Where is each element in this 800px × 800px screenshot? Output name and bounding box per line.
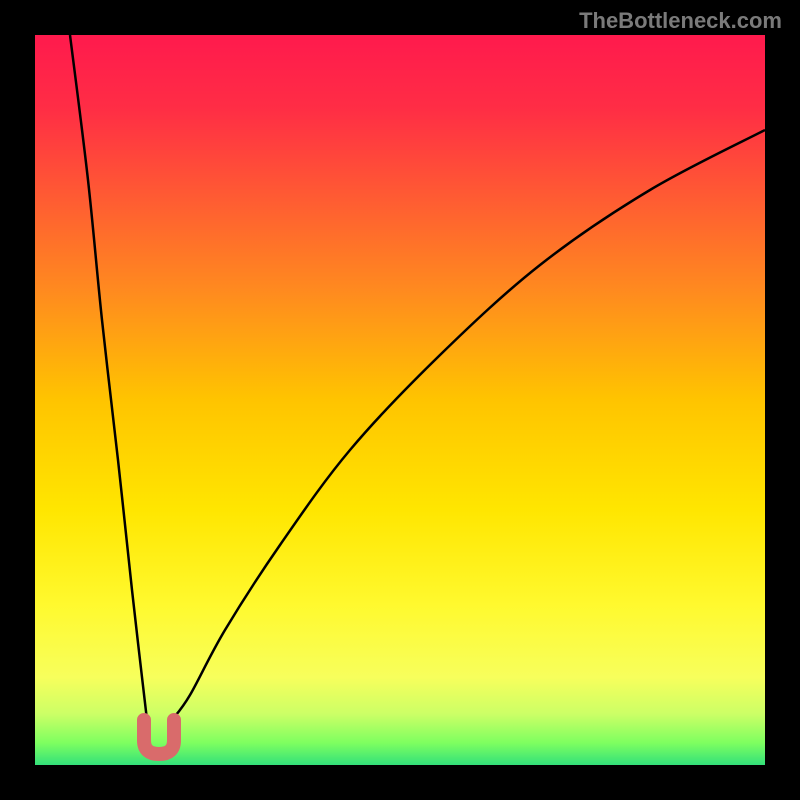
left-curve <box>70 35 147 720</box>
curve-overlay <box>0 0 800 800</box>
chart-container: TheBottleneck.com <box>0 0 800 800</box>
cusp-marker <box>144 720 174 754</box>
right-curve <box>172 130 765 720</box>
watermark-text: TheBottleneck.com <box>579 8 782 34</box>
